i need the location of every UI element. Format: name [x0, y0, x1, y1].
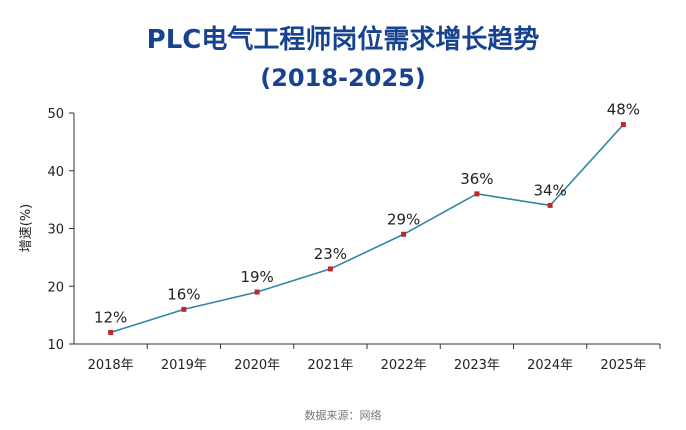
data-point [327, 266, 333, 272]
data-label: 19% [240, 268, 273, 286]
data-point [547, 202, 553, 208]
chart-title: PLC电气工程师岗位需求增长趋势 [147, 24, 540, 55]
data-label: 48% [607, 101, 640, 119]
series-line [110, 124, 624, 334]
y-tick-label: 30 [47, 223, 64, 238]
x-ticks: 2018年 2019年 2020年 2021年 2022年 2023年 2024年 2025年 [88, 344, 661, 373]
chart-subtitle: (2018-2025) [260, 64, 426, 92]
y-tick-label: 20 [47, 280, 64, 295]
x-tick-label: 2023年 [454, 358, 500, 373]
x-tick-label: 2018年 [88, 358, 134, 373]
data-label: 29% [387, 210, 420, 228]
x-tick-label: 2022年 [381, 358, 427, 373]
data-label: 16% [167, 285, 200, 303]
data-point [181, 306, 187, 312]
data-labels: 12% 16% 19% 23% 29% 36% 34% 48% [94, 101, 640, 327]
y-tick-label: 50 [47, 107, 64, 122]
data-point [620, 122, 626, 128]
data-label: 36% [460, 170, 493, 188]
x-tick-label: 2025年 [600, 358, 646, 373]
data-point [254, 289, 260, 295]
x-tick-label: 2020年 [234, 358, 280, 373]
y-tick-label: 10 [47, 338, 64, 353]
data-point [474, 191, 480, 197]
y-axis-label: 增速(%) [19, 204, 34, 253]
x-tick-label: 2021年 [307, 358, 353, 373]
y-ticks: 10 20 30 40 50 [47, 107, 74, 353]
data-point [401, 231, 407, 237]
axes [73, 113, 660, 345]
data-label: 12% [94, 308, 127, 326]
data-point [108, 329, 114, 335]
x-tick-label: 2024年 [527, 358, 573, 373]
data-markers [108, 122, 626, 335]
data-label: 34% [533, 181, 566, 199]
data-label: 23% [314, 245, 347, 263]
y-tick-label: 40 [47, 165, 64, 180]
source-note: 数据来源：网络 [305, 408, 382, 422]
x-tick-label: 2019年 [161, 358, 207, 373]
